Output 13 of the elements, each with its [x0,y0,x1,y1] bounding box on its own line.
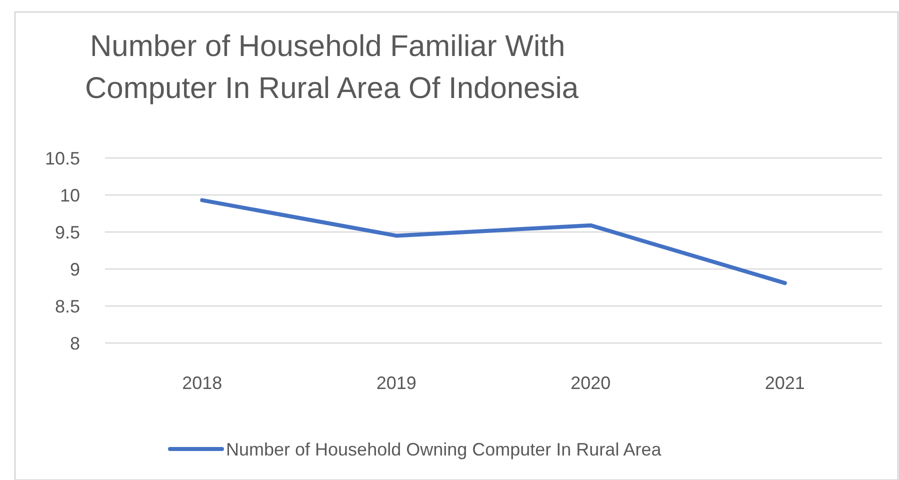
y-tick-label: 8 [70,333,80,354]
x-tick-label: 2018 [182,373,222,393]
line-series [200,198,787,286]
x-tick-label: 2019 [376,373,416,393]
y-tick-label: 10 [60,185,80,206]
x-tick-label: 2020 [570,373,611,393]
y-tick-label: 8.5 [54,296,80,316]
x-tick-label: 2021 [764,373,805,393]
y-tick-label: 9.5 [54,222,80,242]
y-tick-label: 10.5 [44,148,80,168]
y-tick-label: 9 [70,259,80,280]
legend-label: Number of Household Owning Computer In Rural Area [226,439,662,460]
chart-title: Number of Household Familiar With Computer In Rural Area Of Indonesia [85,30,579,105]
